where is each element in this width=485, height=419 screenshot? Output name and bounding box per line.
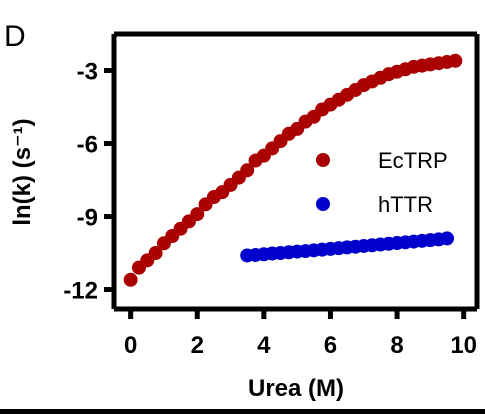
x-tick-label: 10 xyxy=(450,332,477,359)
x-tick-label: 8 xyxy=(390,332,403,359)
legend-label-httr: hTTR xyxy=(378,192,433,217)
y-tick-label: -6 xyxy=(77,132,98,159)
bottom-rule xyxy=(0,409,485,414)
ticks-layer: 0 2 4 6 8 10 -12 -9 -6 -3 xyxy=(63,59,477,359)
x-axis-title: Urea (M) xyxy=(248,375,344,402)
points-layer xyxy=(123,53,463,287)
legend-label-ectrp: EcTRP xyxy=(378,148,448,173)
y-tick-label: -3 xyxy=(77,59,98,86)
y-tick-label: -12 xyxy=(63,278,98,305)
legend-marker-httr xyxy=(316,197,330,211)
data-point-httr xyxy=(440,231,455,246)
x-tick-label: 0 xyxy=(124,332,137,359)
x-tick-label: 2 xyxy=(191,332,204,359)
data-point-ectrp xyxy=(240,163,255,178)
data-point-ectrp xyxy=(448,53,463,68)
panel-label: D xyxy=(4,20,26,53)
legend: EcTRP hTTR xyxy=(316,148,448,217)
x-tick-label: 6 xyxy=(324,332,337,359)
y-tick-label: -9 xyxy=(77,205,98,232)
x-tick-label: 4 xyxy=(257,332,271,359)
plot-frame xyxy=(111,31,480,312)
data-point-ectrp xyxy=(148,246,163,261)
y-axis-title: ln(k) (s⁻¹) xyxy=(9,118,36,225)
data-point-ectrp xyxy=(190,207,205,222)
legend-marker-ectrp xyxy=(316,153,330,167)
data-point-ectrp xyxy=(123,272,138,287)
